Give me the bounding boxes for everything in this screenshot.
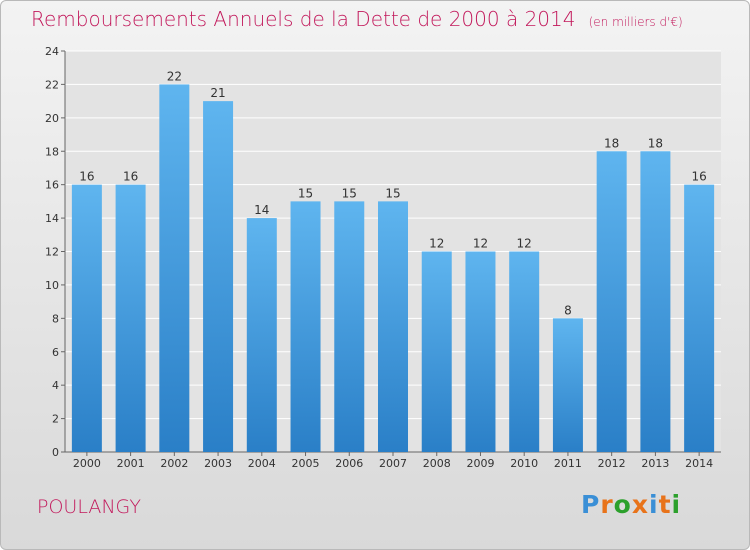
- x-tick-label: 2000: [73, 457, 101, 470]
- bar-value-label: 12: [429, 237, 444, 251]
- bar: [684, 184, 715, 452]
- y-tick-label: 18: [45, 145, 59, 158]
- y-tick-label: 14: [45, 212, 59, 225]
- x-tick-label: 2008: [423, 457, 451, 470]
- bar: [640, 151, 671, 452]
- y-tick-label: 10: [45, 279, 59, 292]
- bar-value-label: 15: [342, 186, 357, 200]
- chart-title: Remboursements Annuels de la Dette de 20…: [31, 7, 683, 31]
- bar: [334, 201, 365, 452]
- bar: [421, 251, 452, 452]
- logo-letter: o: [613, 490, 632, 519]
- bar: [203, 101, 234, 452]
- x-tick-label: 2005: [292, 457, 320, 470]
- x-tick-label: 2001: [117, 457, 145, 470]
- bar: [596, 151, 627, 452]
- x-tick-label: 2010: [510, 457, 538, 470]
- bar-value-label: 18: [604, 136, 619, 150]
- bar: [246, 218, 277, 452]
- y-tick-label: 8: [52, 312, 59, 325]
- logo-letter: i: [649, 490, 659, 519]
- x-tick-label: 2014: [685, 457, 713, 470]
- y-tick-label: 6: [52, 346, 59, 359]
- bar-value-label: 22: [167, 69, 182, 83]
- logo-letter: P: [581, 490, 601, 519]
- bar: [115, 184, 146, 452]
- bar: [552, 318, 583, 452]
- title-main: Remboursements Annuels de la Dette de 20…: [31, 7, 576, 31]
- bar-value-label: 16: [79, 170, 94, 184]
- bar-value-label: 14: [254, 203, 269, 217]
- logo-letter: x: [631, 490, 649, 519]
- logo-letter: r: [600, 490, 614, 519]
- x-tick-label: 2004: [248, 457, 276, 470]
- y-tick-label: 24: [45, 45, 59, 58]
- city-name: POULANGY: [37, 496, 141, 518]
- bar: [71, 184, 102, 452]
- x-tick-label: 2002: [160, 457, 188, 470]
- x-tick-label: 2007: [379, 457, 407, 470]
- bar-value-label: 16: [691, 170, 706, 184]
- x-tick-label: 2012: [598, 457, 626, 470]
- bar-value-label: 15: [298, 186, 313, 200]
- bar-value-label: 8: [564, 303, 572, 317]
- y-tick-label: 4: [52, 379, 59, 392]
- bar: [465, 251, 496, 452]
- bar: [159, 84, 190, 453]
- y-tick-label: 22: [45, 78, 59, 91]
- bar-value-label: 18: [648, 136, 663, 150]
- y-tick-label: 16: [45, 179, 59, 192]
- x-tick-label: 2011: [554, 457, 582, 470]
- logo-letter: t: [658, 490, 672, 519]
- bar-value-label: 16: [123, 170, 138, 184]
- y-tick-label: 0: [52, 446, 59, 459]
- x-tick-label: 2003: [204, 457, 232, 470]
- bar: [509, 251, 540, 452]
- y-tick-label: 2: [52, 413, 59, 426]
- x-tick-label: 2009: [466, 457, 494, 470]
- bar-value-label: 12: [517, 237, 532, 251]
- bar-value-label: 21: [210, 86, 225, 100]
- bar-value-label: 12: [473, 237, 488, 251]
- bar: [378, 201, 408, 452]
- x-tick-label: 2013: [641, 457, 669, 470]
- y-tick-label: 20: [45, 112, 59, 125]
- proxiti-logo: Proxiti: [581, 490, 681, 519]
- bar: [290, 201, 321, 452]
- bar-value-label: 15: [385, 186, 400, 200]
- logo-letter: i: [671, 490, 682, 519]
- x-tick-label: 2006: [335, 457, 363, 470]
- title-unit: (en milliers d'€): [588, 15, 683, 29]
- y-tick-label: 12: [45, 246, 59, 259]
